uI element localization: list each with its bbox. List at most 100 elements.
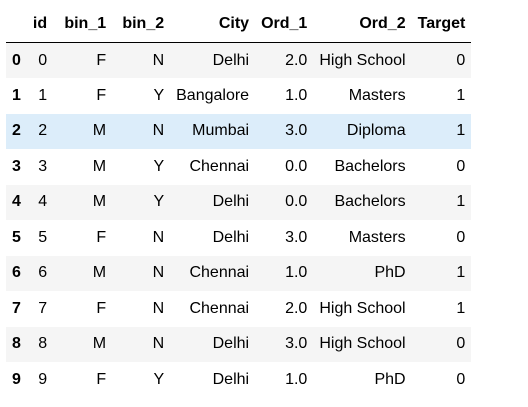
cell-id: 3 — [38, 157, 48, 175]
row-index: 4 — [12, 193, 21, 211]
table-row: 2 2 M N Mumbai 3.0 Diploma 1 — [6, 113, 472, 149]
table-row: 3 3 M Y Chennai 0.0 Bachelors 0 — [6, 149, 472, 185]
cell-id: 9 — [38, 370, 48, 388]
cell-bin-1: M — [92, 193, 107, 211]
table-row: 4 4 M Y Delhi 0.0 Bachelors 1 — [6, 184, 472, 220]
cell-ord-2: Masters — [348, 228, 406, 246]
row-index: 2 — [12, 122, 21, 140]
cell-target: 1 — [456, 264, 466, 282]
row-index: 6 — [12, 264, 21, 282]
cell-ord-2: High School — [319, 299, 406, 317]
cell-bin-1: M — [92, 157, 107, 175]
cell-ord-1: 3.0 — [285, 228, 308, 246]
cell-ord-1: 1.0 — [285, 264, 308, 282]
cell-bin-1: F — [96, 86, 107, 104]
cell-ord-1: 3.0 — [285, 335, 308, 353]
cell-ord-2: Bachelors — [334, 193, 406, 211]
cell-bin-1: M — [92, 264, 107, 282]
header-bin-1: bin_1 — [53, 5, 113, 43]
header-ord-1: Ord_1 — [255, 5, 314, 43]
table-row: 6 6 M N Chennai 1.0 PhD 1 — [6, 255, 472, 291]
cell-id: 8 — [38, 335, 48, 353]
cell-id: 6 — [38, 264, 48, 282]
cell-bin-2: N — [152, 228, 165, 246]
cell-ord-1: 0.0 — [285, 193, 308, 211]
cell-id: 7 — [38, 299, 48, 317]
cell-ord-2: High School — [319, 51, 406, 69]
table-row: 5 5 F N Delhi 3.0 Masters 0 — [6, 220, 472, 256]
cell-target: 0 — [456, 228, 466, 246]
cell-city: Delhi — [212, 335, 250, 353]
cell-ord-1: 2.0 — [285, 299, 308, 317]
header-id: id — [26, 5, 54, 43]
table-header: id bin_1 bin_2 City Ord_1 Ord_2 Target — [6, 5, 472, 43]
table-row: 0 0 F N Delhi 2.0 High School 0 — [6, 42, 472, 78]
cell-city: Bangalore — [176, 86, 250, 104]
cell-city: Delhi — [212, 228, 250, 246]
cell-bin-2: Y — [153, 157, 165, 175]
cell-city: Chennai — [189, 264, 250, 282]
cell-city: Delhi — [212, 193, 250, 211]
cell-bin-1: F — [96, 228, 107, 246]
cell-target: 0 — [456, 157, 466, 175]
cell-target: 0 — [456, 335, 466, 353]
cell-city: Chennai — [189, 299, 250, 317]
cell-bin-1: M — [92, 122, 107, 140]
table-row: 8 8 M N Delhi 3.0 High School 0 — [6, 326, 472, 362]
cell-ord-1: 0.0 — [285, 157, 308, 175]
cell-ord-2: Masters — [348, 86, 406, 104]
cell-ord-2: Bachelors — [334, 157, 406, 175]
cell-target: 1 — [456, 193, 466, 211]
header-ord-2: Ord_2 — [313, 5, 412, 43]
cell-id: 0 — [38, 51, 48, 69]
cell-target: 1 — [456, 122, 466, 140]
cell-id: 4 — [38, 193, 48, 211]
cell-city: Delhi — [212, 51, 250, 69]
cell-bin-2: N — [152, 51, 165, 69]
cell-ord-1: 1.0 — [285, 370, 308, 388]
cell-target: 0 — [456, 370, 466, 388]
row-index: 5 — [12, 228, 21, 246]
cell-ord-2: Diploma — [346, 122, 406, 140]
row-index: 0 — [12, 51, 21, 69]
table-body: 0 0 F N Delhi 2.0 High School 0 1 1 F Y Bangalore 1.0… — [6, 42, 472, 398]
cell-bin-1: F — [96, 51, 107, 69]
row-index: 8 — [12, 335, 21, 353]
cell-ord-2: PhD — [374, 370, 406, 388]
row-index: 3 — [12, 157, 21, 175]
cell-ord-1: 1.0 — [285, 86, 308, 104]
table-row: 9 9 F Y Delhi 1.0 PhD 0 — [6, 362, 472, 398]
row-index: 7 — [12, 299, 21, 317]
cell-bin-2: N — [152, 264, 165, 282]
cell-id: 1 — [38, 86, 48, 104]
cell-bin-2: Y — [153, 193, 165, 211]
cell-id: 2 — [38, 122, 48, 140]
table-row: 1 1 F Y Bangalore 1.0 Masters 1 — [6, 78, 472, 114]
header-row: id bin_1 bin_2 City Ord_1 Ord_2 Target — [6, 5, 472, 43]
cell-target: 0 — [456, 51, 466, 69]
cell-id: 5 — [38, 228, 48, 246]
cell-bin-2: N — [152, 299, 165, 317]
row-index: 9 — [12, 370, 21, 388]
cell-ord-2: PhD — [374, 264, 406, 282]
cell-bin-2: N — [152, 335, 165, 353]
cell-bin-1: F — [96, 299, 107, 317]
cell-ord-1: 2.0 — [285, 51, 308, 69]
header-index — [6, 5, 27, 43]
cell-target: 1 — [456, 299, 466, 317]
cell-bin-2: Y — [153, 86, 165, 104]
header-target: Target — [411, 5, 472, 43]
cell-city: Chennai — [189, 157, 250, 175]
dataframe-table: id bin_1 bin_2 City Ord_1 Ord_2 Target 0… — [6, 5, 472, 398]
header-city: City — [170, 5, 256, 43]
cell-bin-1: F — [96, 370, 107, 388]
header-bin-2: bin_2 — [112, 5, 171, 43]
cell-target: 1 — [456, 86, 466, 104]
cell-bin-2: N — [152, 122, 165, 140]
row-index: 1 — [12, 86, 21, 104]
cell-city: Mumbai — [192, 122, 250, 140]
cell-bin-1: M — [92, 335, 107, 353]
cell-bin-2: Y — [153, 370, 165, 388]
table-row: 7 7 F N Chennai 2.0 High School 1 — [6, 291, 472, 327]
